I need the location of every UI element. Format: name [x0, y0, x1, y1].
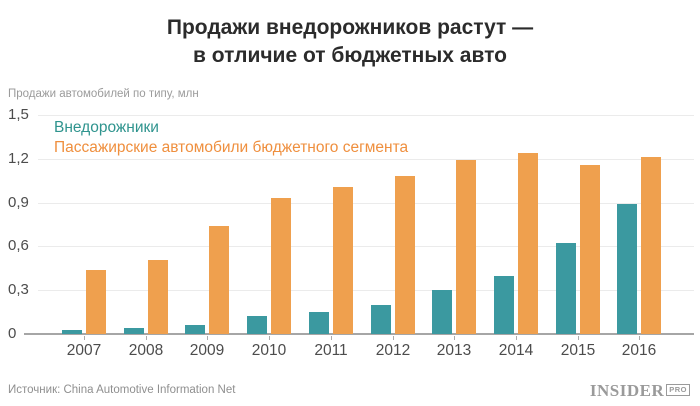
- logo-wordmark: INSIDER: [589, 381, 665, 400]
- legend-item-suv: Внедорожники: [54, 119, 159, 136]
- y-axis-tick-label: 0,3: [8, 281, 29, 298]
- x-axis-label-2012: 2012: [375, 342, 411, 359]
- bar-suv-2011: [309, 312, 329, 334]
- bar-budget-2010: [271, 198, 291, 334]
- bar-suv-2016: [617, 204, 637, 334]
- x-axis-label-2014: 2014: [498, 342, 534, 359]
- y-axis-tick-label: 1,2: [8, 150, 29, 167]
- bar-budget-2014: [518, 153, 538, 334]
- x-axis-label-2009: 2009: [189, 342, 225, 359]
- bar-suv-2012: [371, 305, 391, 334]
- legend-item-budget: Пассажирские автомобили бюджетного сегме…: [54, 139, 409, 156]
- bar-suv-2009: [185, 325, 205, 334]
- gridline-0,9: [38, 203, 694, 204]
- insider-pro-logo: INSIDER PRO: [590, 382, 690, 399]
- bar-budget-2015: [580, 165, 600, 334]
- x-axis-label-2016: 2016: [621, 342, 657, 359]
- x-axis-label-2008: 2008: [128, 342, 164, 359]
- x-axis-label-2007: 2007: [66, 342, 102, 359]
- bar-budget-2012: [395, 176, 415, 334]
- gridline-0: [24, 333, 694, 335]
- x-axis-label-2013: 2013: [436, 342, 472, 359]
- bar-suv-2007: [62, 330, 82, 334]
- bar-suv-2015: [556, 243, 576, 334]
- source-note: Источник: China Automotive Information N…: [8, 384, 236, 396]
- axis-units-label: Продажи автомобилей по типу, млн: [8, 88, 199, 100]
- x-axis-tick: [84, 336, 85, 340]
- x-axis-label-2011: 2011: [314, 342, 348, 359]
- x-axis-tick: [639, 336, 640, 340]
- chart-title-line-2: в отличие от бюджетных авто: [193, 44, 507, 67]
- y-axis-tick-label: 0,6: [8, 237, 29, 254]
- bar-suv-2010: [247, 316, 267, 334]
- chart-title: Продажи внедорожников растут — в отличие …: [0, 14, 700, 70]
- bar-budget-2016: [641, 157, 661, 334]
- x-axis-tick: [516, 336, 517, 340]
- bar-budget-2007: [86, 270, 106, 334]
- legend: Внедорожники Пассажирские автомобили бюдж…: [54, 118, 408, 158]
- bar-budget-2008: [148, 260, 168, 334]
- y-axis-tick-label: 0,9: [8, 194, 29, 211]
- bar-suv-2008: [124, 328, 144, 334]
- x-axis-label-2015: 2015: [560, 342, 596, 359]
- bar-suv-2013: [432, 290, 452, 334]
- x-axis-label-2010: 2010: [251, 342, 287, 359]
- x-axis-tick: [207, 336, 208, 340]
- x-axis-tick: [269, 336, 270, 340]
- y-axis-tick-label: 0: [8, 325, 17, 342]
- gridline-0,3: [38, 290, 694, 291]
- x-axis-tick: [454, 336, 455, 340]
- bar-suv-2014: [494, 276, 514, 334]
- chart-title-line-1: Продажи внедорожников растут —: [166, 16, 534, 39]
- logo-pro-badge: PRO: [666, 384, 690, 396]
- gridline-0,6: [38, 246, 694, 247]
- x-axis-tick: [331, 336, 332, 340]
- bar-budget-2009: [209, 226, 229, 334]
- bar-budget-2011: [333, 187, 353, 334]
- y-axis-tick-label: 1,5: [8, 106, 29, 123]
- gridline-1,5: [38, 115, 694, 116]
- bar-budget-2013: [456, 160, 476, 334]
- x-axis-tick: [146, 336, 147, 340]
- x-axis-tick: [393, 336, 394, 340]
- gridline-1,2: [38, 159, 694, 160]
- x-axis-tick: [578, 336, 579, 340]
